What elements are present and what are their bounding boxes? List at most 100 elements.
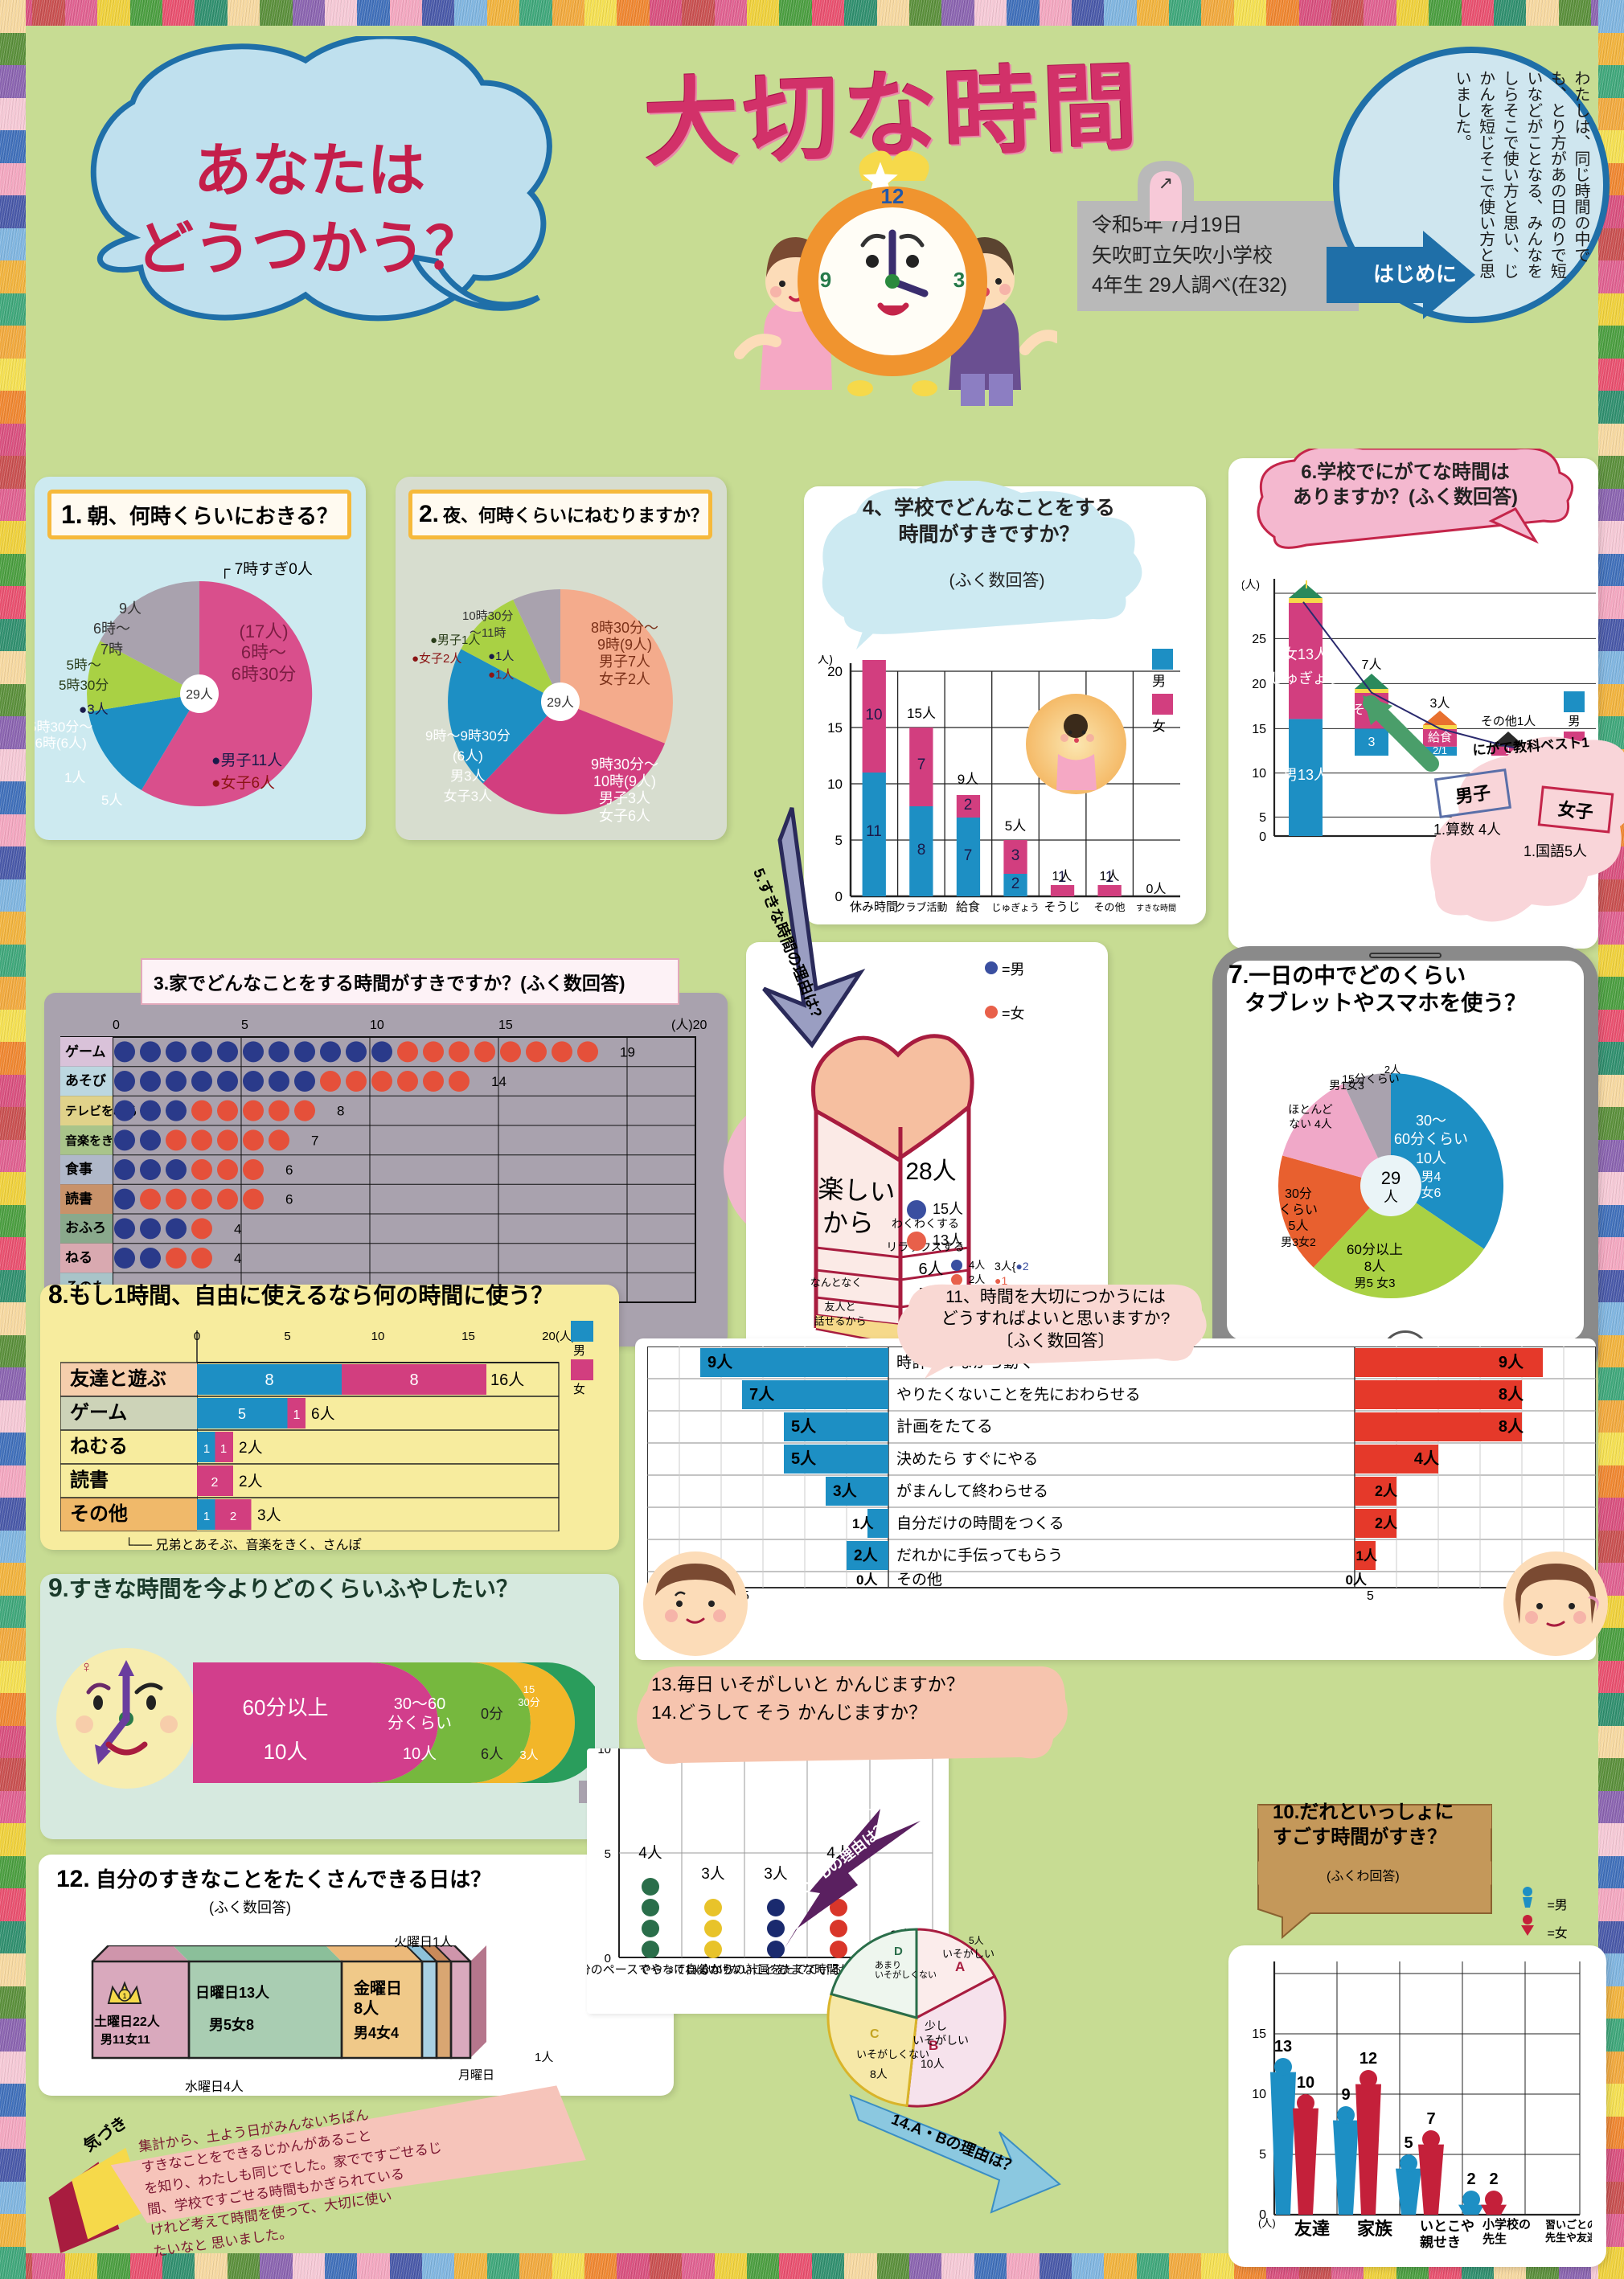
svg-text:2人: 2人 xyxy=(239,1473,263,1490)
svg-text:小学校の: 小学校の xyxy=(1483,2217,1531,2232)
svg-text:食事: 食事 xyxy=(65,1161,92,1177)
svg-text:がまんして終わらせる: がまんして終わらせる xyxy=(896,1482,1048,1500)
svg-text:友人と: 友人と xyxy=(824,1301,855,1313)
svg-text:19: 19 xyxy=(620,1044,635,1060)
svg-text:8人: 8人 xyxy=(1364,1259,1385,1274)
svg-text:5: 5 xyxy=(1404,2134,1413,2152)
svg-text:2人: 2人 xyxy=(1384,1064,1400,1076)
svg-text:12: 12 xyxy=(881,184,904,208)
svg-text:60分以上: 60分以上 xyxy=(1347,1242,1403,1257)
svg-text:5: 5 xyxy=(284,1330,290,1343)
svg-text:10: 10 xyxy=(597,1748,611,1756)
svg-text:5人: 5人 xyxy=(1005,818,1026,834)
svg-text:金曜日: 金曜日 xyxy=(353,1978,402,1998)
svg-text:A: A xyxy=(955,1959,965,1974)
svg-text:楽しい: 楽しい xyxy=(818,1174,896,1207)
svg-text:7: 7 xyxy=(311,1133,318,1148)
svg-text:10: 10 xyxy=(1252,767,1266,781)
svg-text:15人: 15人 xyxy=(907,706,936,721)
svg-text:給食: 給食 xyxy=(956,900,980,914)
svg-text:はじめに: はじめに xyxy=(1373,262,1457,286)
svg-text:いそがしくない: いそがしくない xyxy=(875,1969,937,1980)
svg-text:いそがしい: いそがしい xyxy=(942,1948,994,1960)
svg-text:親せき: 親せき xyxy=(1420,2234,1461,2250)
svg-text:C: C xyxy=(870,2027,880,2041)
svg-text:8: 8 xyxy=(917,842,926,859)
svg-text:14: 14 xyxy=(491,1074,506,1089)
svg-text:だれかに手伝ってもらう: だれかに手伝ってもらう xyxy=(896,1547,1063,1564)
svg-text:すきな時間: すきな時間 xyxy=(1136,904,1176,913)
svg-text:15: 15 xyxy=(1252,723,1266,736)
svg-text:10: 10 xyxy=(1297,2074,1314,2092)
svg-text:土曜日22人: 土曜日22人 xyxy=(94,2014,161,2029)
svg-text:0人: 0人 xyxy=(1346,1572,1368,1588)
svg-text:0: 0 xyxy=(113,1019,120,1032)
svg-text:28人: 28人 xyxy=(905,1158,956,1185)
svg-text:男5女8: 男5女8 xyxy=(209,2016,254,2033)
svg-text:9: 9 xyxy=(1341,2086,1350,2104)
svg-text:7: 7 xyxy=(917,756,926,773)
svg-text:から: から xyxy=(822,1208,874,1237)
svg-text:その他: その他 xyxy=(70,1503,128,1525)
svg-text:5: 5 xyxy=(238,1406,246,1422)
svg-text:7: 7 xyxy=(1426,2110,1435,2128)
svg-text:0人: 0人 xyxy=(856,1572,878,1588)
svg-text:1: 1 xyxy=(293,1408,301,1422)
svg-text:10: 10 xyxy=(865,707,882,723)
svg-text:決めたら すぐにやる: 決めたら すぐにやる xyxy=(896,1450,1038,1468)
svg-text:10: 10 xyxy=(1252,2088,1266,2101)
svg-text:くらい: くらい xyxy=(1279,1203,1318,1217)
svg-text:21人: 21人 xyxy=(835,655,860,657)
svg-text:2人: 2人 xyxy=(1375,1483,1398,1499)
svg-text:男4: 男4 xyxy=(1421,1170,1442,1184)
svg-text:6人: 6人 xyxy=(311,1405,335,1423)
svg-text:10人: 10人 xyxy=(403,1744,437,1763)
svg-text:30分: 30分 xyxy=(1285,1187,1312,1201)
svg-text:1人: 1人 xyxy=(852,1516,874,1531)
svg-text:ゲーム: ゲーム xyxy=(65,1043,106,1060)
svg-text:男13人: 男13人 xyxy=(1283,767,1328,783)
svg-text:10: 10 xyxy=(827,777,843,792)
svg-text:先生: 先生 xyxy=(1483,2232,1507,2246)
svg-text:2人: 2人 xyxy=(239,1439,263,1457)
svg-text:15: 15 xyxy=(827,720,843,736)
svg-text:2: 2 xyxy=(1466,2170,1475,2188)
svg-text:29人: 29人 xyxy=(186,687,213,702)
svg-text:じゅぎょう: じゅぎょう xyxy=(991,902,1039,913)
svg-text:3人: 3人 xyxy=(257,1506,281,1524)
svg-text:2人: 2人 xyxy=(1375,1515,1398,1531)
svg-text:やりたくないことを先におわらせる: やりたくないことを先におわらせる xyxy=(896,1386,1141,1404)
svg-text:2: 2 xyxy=(211,1476,219,1490)
svg-text:女6: 女6 xyxy=(1421,1185,1442,1200)
svg-text:3人: 3人 xyxy=(519,1748,538,1762)
svg-text:0: 0 xyxy=(194,1330,200,1343)
svg-text:12: 12 xyxy=(1359,2050,1377,2068)
svg-text:13人: 13人 xyxy=(933,1232,963,1248)
svg-text:30〜60: 30〜60 xyxy=(394,1695,446,1713)
svg-text:15: 15 xyxy=(461,1330,475,1343)
svg-text:5: 5 xyxy=(1367,1589,1374,1603)
svg-text:話せるから: 話せるから xyxy=(814,1315,866,1327)
svg-text:2人: 2人 xyxy=(854,1547,879,1564)
svg-text:8人: 8人 xyxy=(870,2068,888,2080)
svg-text:女13人: 女13人 xyxy=(1283,646,1328,662)
svg-text:男3女2: 男3女2 xyxy=(1281,1236,1316,1248)
svg-text:60分くらい: 60分くらい xyxy=(1394,1131,1468,1147)
svg-text:いとこや: いとこや xyxy=(1420,2219,1474,2234)
svg-text:9人: 9人 xyxy=(958,772,978,787)
svg-text:先生や友達: 先生や友達 xyxy=(1545,2232,1592,2244)
svg-text:ゲーム: ゲーム xyxy=(70,1402,127,1424)
svg-text:日曜日13人: 日曜日13人 xyxy=(195,1985,270,2001)
svg-text:8: 8 xyxy=(265,1371,273,1389)
svg-text:ほとんど: ほとんど xyxy=(1288,1103,1333,1116)
svg-text:15: 15 xyxy=(523,1683,535,1695)
svg-text:29人: 29人 xyxy=(547,695,574,710)
svg-text:0分: 0分 xyxy=(481,1706,503,1722)
svg-text:6: 6 xyxy=(285,1162,293,1178)
svg-text:5: 5 xyxy=(605,1847,611,1861)
svg-text:10人: 10人 xyxy=(264,1740,308,1764)
svg-text:計画をたてる: 計画をたてる xyxy=(896,1417,993,1436)
svg-text:2: 2 xyxy=(964,797,973,814)
svg-text:9: 9 xyxy=(820,268,831,292)
svg-text:習いごとの: 習いごとの xyxy=(1545,2219,1592,2231)
